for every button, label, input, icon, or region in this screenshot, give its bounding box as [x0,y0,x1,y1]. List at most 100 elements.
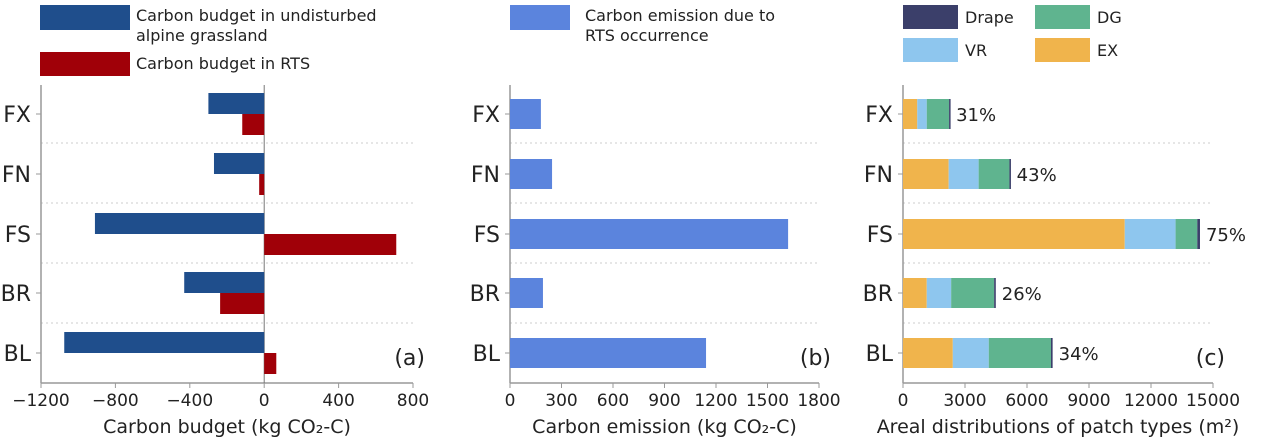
x-tick-label: −1200 [12,391,70,411]
x-tick-label: 0 [898,391,909,411]
bar-fx-drape [949,99,951,129]
y-tick-label: BL [473,342,501,367]
bar-fn [510,159,553,189]
legend-label-emission: Carbon emission due to RTS occurrence [585,6,775,45]
bar-br-series0 [184,272,265,293]
bar-fx-series1 [242,114,265,135]
y-tick-label: FN [471,163,500,188]
y-tick-label: BL [866,342,894,367]
y-tick-label: FX [865,103,893,128]
x-tick-label: 15000 [1186,391,1240,411]
bar-bl-ex [903,338,953,368]
y-tick-label: BR [1,282,31,307]
x-tick-label: 300 [545,391,577,411]
x-tick-label: 600 [597,391,629,411]
y-tick-label: FS [474,223,500,248]
y-tick-label: FS [867,223,893,248]
bar-br-series1 [220,293,265,314]
panel-c: 0 3000 6000 9000 12000 15000 Areal distributio… [863,85,1246,438]
x-tick-label: 3000 [943,391,986,411]
bar-fs-vr [1124,219,1176,249]
bar-fx-series0 [208,93,265,114]
y-tick-label: FS [5,223,31,248]
x-tick-label: 800 [397,391,429,411]
x-tick-label: 400 [322,391,354,411]
bar-fn-series1 [259,174,265,195]
x-tick-label: 0 [259,391,270,411]
y-tick-label: FN [864,163,893,188]
legend-swatch-ex [1035,38,1090,62]
panel-label: (c) [1196,346,1225,371]
legend-swatch-vr [903,38,958,62]
y-tick-label: FX [472,103,500,128]
bar-percent-label: 34% [1059,344,1099,365]
y-tick-label: BL [4,342,32,367]
bar-br-dg [951,278,995,308]
legend-label-drape: Drape [965,8,1014,27]
bar-percent-label: 75% [1206,225,1246,246]
x-tick-label: −800 [92,391,139,411]
bar-bl-drape [1050,338,1053,368]
x-tick-label: 900 [648,391,680,411]
legend-label-rts: Carbon budget in RTS [136,54,310,73]
bar-bl-dg [988,338,1051,368]
legend-swatch-dg [1035,5,1090,29]
legend-swatch-drape [903,5,958,29]
bar-fn-drape [1009,159,1011,189]
bar-bl [510,338,707,368]
bar-br [510,278,543,308]
legend-label-undisturbed: Carbon budget in undisturbed alpine grass… [136,6,377,45]
y-tick-label: FN [2,163,31,188]
x-axis-label: Carbon emission (kg CO₂-C) [532,416,797,438]
legend-line: RTS occurrence [585,26,709,45]
x-tick-label: 6000 [1005,391,1048,411]
x-tick-label: 1500 [746,391,789,411]
bar-bl-vr [952,338,989,368]
legends: Carbon budget in undisturbed alpine grass… [40,5,1122,76]
x-tick-label: 0 [505,391,516,411]
bar-fn-ex [903,159,949,189]
legend-line: alpine grassland [136,26,268,45]
x-tick-label: 12000 [1124,391,1178,411]
bar-bl-series1 [264,353,277,374]
bar-br-drape [994,278,996,308]
legend-swatch-undisturbed [40,5,130,30]
bar-percent-label: 43% [1017,165,1057,186]
x-axis-label: Areal distributions of patch types (m²) [877,416,1240,438]
bar-fs [510,219,789,249]
x-tick-label: 1800 [797,391,840,411]
bar-fx-vr [917,99,927,129]
legend-label-vr: VR [965,41,987,60]
bar-fs-ex [903,219,1125,249]
legend-swatch-emission [510,5,570,30]
panel-a: −1200 −800 −400 0 400 800 Carbon budget (kg CO… [1,85,429,438]
bar-br-ex [903,278,927,308]
bar-bl-series0 [64,332,265,353]
x-tick-label: 9000 [1067,391,1110,411]
bar-br-vr [926,278,952,308]
bar-fx [510,99,541,129]
bar-percent-label: 31% [956,105,996,126]
bar-fs-series1 [264,234,397,255]
bar-fn-dg [978,159,1010,189]
bar-fx-dg [926,99,950,129]
legend-swatch-rts [40,52,130,76]
y-tick-label: BR [470,282,500,307]
x-tick-label: 1200 [694,391,737,411]
x-axis-label: Carbon budget (kg CO₂-C) [103,416,351,438]
y-tick-label: FX [3,103,31,128]
x-tick-label: −400 [166,391,213,411]
bar-fs-dg [1175,219,1198,249]
legend-line: Carbon budget in undisturbed [136,6,377,25]
bar-fn-series0 [213,153,265,174]
panel-label: (b) [800,346,831,371]
legend-label-ex: EX [1097,41,1118,60]
bar-fs-series0 [94,213,265,234]
bar-fx-ex [903,99,918,129]
panel-label: (a) [394,346,425,371]
bar-fn-vr [948,159,979,189]
legend-line: Carbon emission due to [585,6,775,25]
y-tick-label: BR [863,282,893,307]
